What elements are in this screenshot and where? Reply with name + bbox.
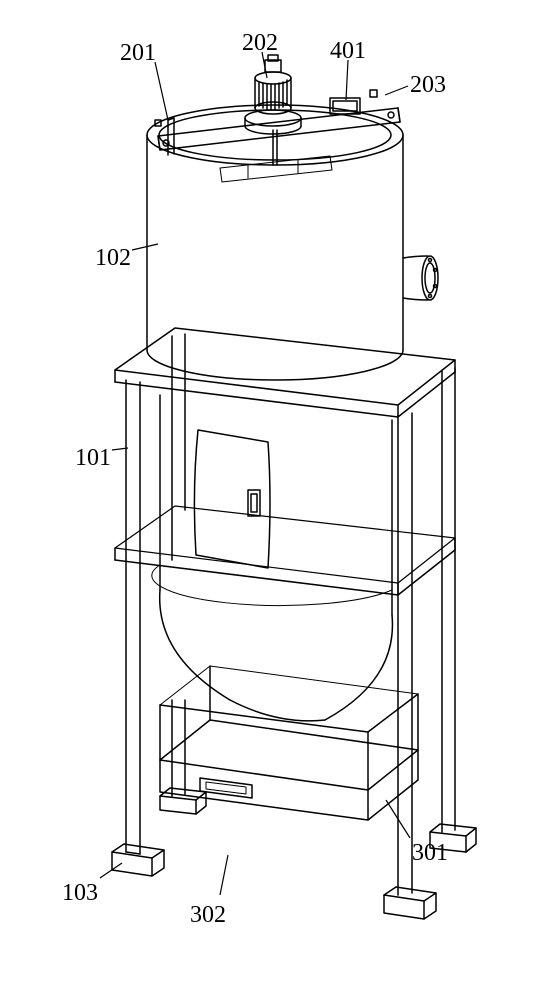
callout-label-301: 301 xyxy=(412,840,448,867)
callout-label-302: 302 xyxy=(190,902,226,929)
line-drawing xyxy=(0,0,550,1000)
callout-label-203: 203 xyxy=(410,72,446,99)
callout-label-102: 102 xyxy=(95,245,131,272)
diagram-container: 201 202 401 203 102 101 103 302 301 xyxy=(0,0,550,1000)
callout-label-401: 401 xyxy=(330,38,366,65)
callout-label-103: 103 xyxy=(62,880,98,907)
callout-label-201: 201 xyxy=(120,40,156,67)
callout-label-202: 202 xyxy=(242,30,278,57)
callout-label-101: 101 xyxy=(75,445,111,472)
